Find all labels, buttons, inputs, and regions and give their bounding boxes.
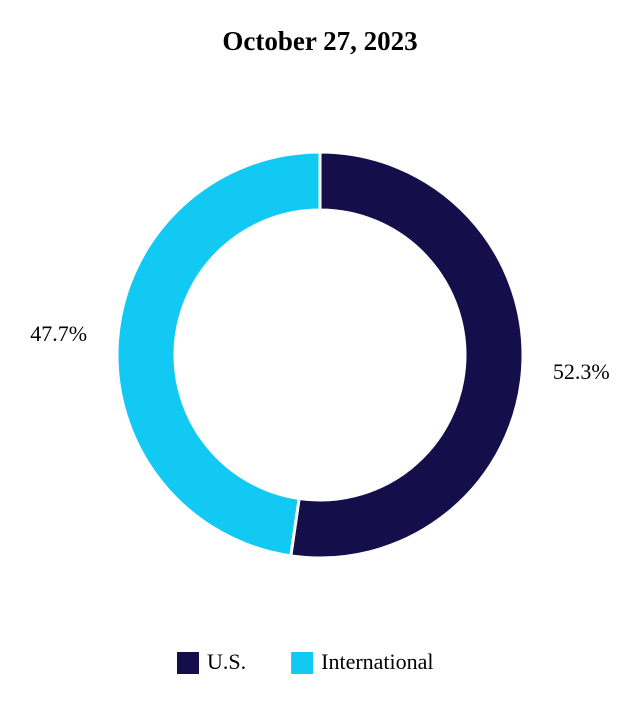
donut-segment bbox=[115, 150, 322, 558]
legend-swatch bbox=[177, 652, 199, 674]
legend-label: International bbox=[321, 649, 433, 674]
value-label: 52.3% bbox=[553, 359, 610, 384]
chart-title: October 27, 2023 bbox=[222, 26, 417, 56]
legend-swatch bbox=[291, 652, 314, 674]
legend-label: U.S. bbox=[207, 649, 246, 674]
donut-segment bbox=[289, 150, 525, 560]
value-label: 47.7% bbox=[30, 321, 87, 346]
